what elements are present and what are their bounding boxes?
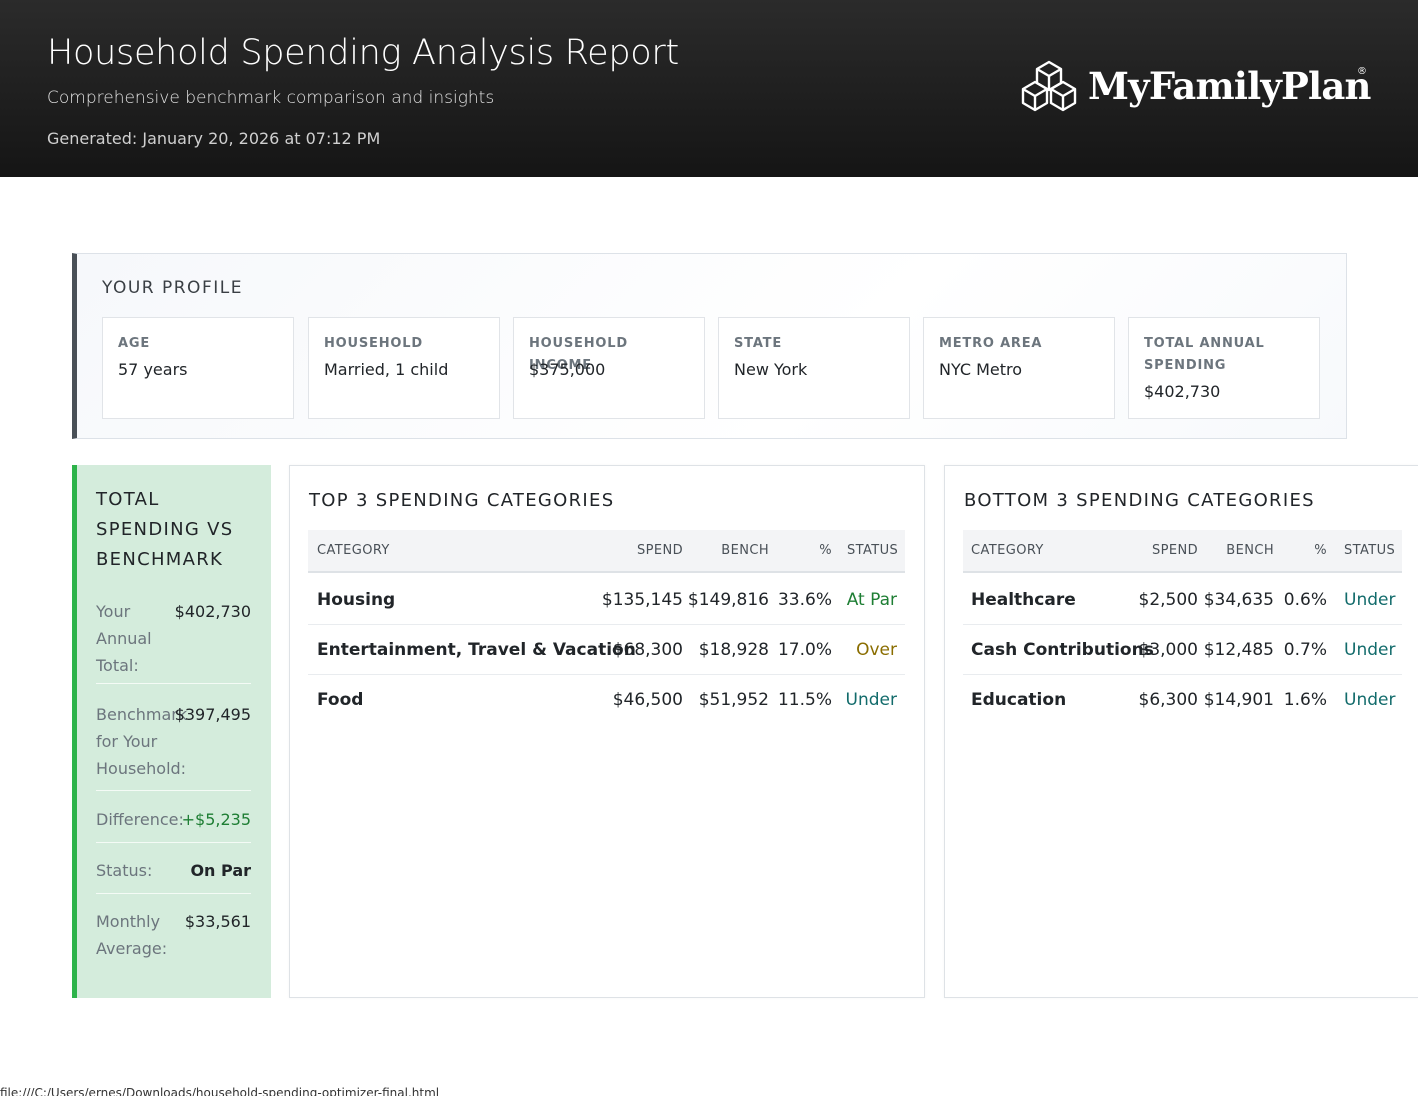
cell-pct: 17.0% (777, 640, 832, 660)
profile-card-metro: METRO AREA NYC Metro (923, 317, 1115, 419)
col-header-bench: BENCH (721, 543, 769, 558)
cell-category: Cash Contributions (971, 640, 1154, 660)
table-header: CATEGORY SPEND BENCH % STATUS (963, 530, 1402, 573)
table-row: Food $46,500 $51,952 11.5% Under (308, 675, 905, 725)
total-row-label: Benchmark for Your Household: (96, 705, 188, 778)
cell-category: Housing (317, 590, 396, 610)
profile-card-value: $402,730 (1144, 382, 1221, 401)
page-subtitle: Comprehensive benchmark comparison and i… (47, 88, 495, 108)
total-row-value: +$5,235 (181, 810, 251, 829)
top-categories-panel: TOP 3 SPENDING CATEGORIES CATEGORY SPEND… (289, 465, 925, 998)
status-badge: On Par (190, 861, 251, 880)
cell-status: Under (845, 690, 897, 710)
profile-card-value: $375,000 (529, 360, 606, 379)
total-row-label: Monthly Average: (96, 912, 168, 958)
cell-bench: $12,485 (1203, 640, 1274, 660)
cell-bench: $14,901 (1203, 690, 1274, 710)
profile-card-state: STATE New York (718, 317, 910, 419)
page-title: Household Spending Analysis Report (47, 33, 679, 73)
total-row-monthly: Monthly Average: $33,561 (96, 908, 251, 964)
col-header-category: CATEGORY (971, 543, 1044, 558)
cell-status: Over (856, 640, 897, 660)
cell-pct: 0.6% (1283, 590, 1327, 610)
total-row-annual: Your Annual Total: $402,730 (96, 598, 251, 684)
profile-card-value: 57 years (118, 360, 188, 379)
profile-card-value: New York (734, 360, 808, 379)
profile-card-label: HOUSEHOLD (324, 336, 423, 351)
table-row: Cash Contributions $3,000 $12,485 0.7% U… (963, 625, 1402, 675)
cell-category: Healthcare (971, 590, 1076, 610)
cell-bench: $34,635 (1203, 590, 1274, 610)
cell-category: Entertainment, Travel & Vacation (317, 640, 636, 660)
table-row: Education $6,300 $14,901 1.6% Under (963, 675, 1402, 725)
cell-category: Education (971, 690, 1067, 710)
total-row-benchmark: Benchmark for Your Household: $397,495 (96, 701, 251, 791)
cell-bench: $51,952 (698, 690, 769, 710)
cell-status: At Par (846, 590, 897, 610)
profile-title: YOUR PROFILE (102, 278, 243, 298)
cell-pct: 11.5% (777, 690, 832, 710)
cell-bench: $18,928 (698, 640, 769, 660)
cell-pct: 33.6% (777, 590, 832, 610)
col-header-spend: SPEND (1151, 543, 1198, 558)
cell-category: Food (317, 690, 364, 710)
profile-card-label: TOTAL ANNUAL SPENDING (1144, 336, 1265, 373)
col-header-pct: % (819, 543, 832, 558)
table-row: Entertainment, Travel & Vacation $68,300… (308, 625, 905, 675)
profile-card-household: HOUSEHOLD Married, 1 child (308, 317, 500, 419)
cell-spend: $46,500 (612, 690, 683, 710)
total-row-value: $402,730 (174, 602, 251, 621)
total-row-value: $33,561 (184, 912, 251, 931)
cell-bench: $149,816 (687, 590, 769, 610)
total-row-status: Status: On Par (96, 857, 251, 894)
cell-status: Under (1344, 640, 1396, 660)
profile-card-age: AGE 57 years (102, 317, 294, 419)
total-card-title: TOTAL SPENDING VS BENCHMARK (96, 489, 234, 570)
total-vs-benchmark-card: TOTAL SPENDING VS BENCHMARK Your Annual … (72, 465, 271, 998)
table-row: Healthcare $2,500 $34,635 0.6% Under (963, 575, 1402, 625)
bottom-categories-panel: BOTTOM 3 SPENDING CATEGORIES CATEGORY SP… (944, 465, 1418, 998)
profile-card-total-spending: TOTAL ANNUAL SPENDING $402,730 (1128, 317, 1320, 419)
profile-section: YOUR PROFILE AGE 57 years HOUSEHOLD Marr… (72, 253, 1347, 439)
col-header-status: STATUS (847, 543, 899, 558)
profile-card-label: HOUSEHOLD INCOME (529, 336, 628, 373)
cell-pct: 1.6% (1283, 690, 1327, 710)
total-row-difference: Difference: +$5,235 (96, 806, 251, 843)
profile-card-label: AGE (118, 336, 151, 351)
registered-mark: ® (1357, 66, 1367, 77)
cell-pct: 0.7% (1283, 640, 1327, 660)
total-row-label: Your Annual Total: (96, 602, 152, 675)
report-header: Household Spending Analysis Report Compr… (0, 0, 1418, 177)
cell-spend: $68,300 (612, 640, 683, 660)
col-header-status: STATUS (1344, 543, 1396, 558)
print-footer-url: file:///C:/Users/ernes/Downloads/househo… (0, 1086, 440, 1096)
brand-logo: MyFamilyPlan ® (1018, 58, 1378, 120)
col-header-spend: SPEND (636, 543, 683, 558)
cell-spend: $6,300 (1138, 690, 1198, 710)
table-row: Housing $135,145 $149,816 33.6% At Par (308, 575, 905, 625)
col-header-bench: BENCH (1226, 543, 1274, 558)
total-row-value: $397,495 (174, 705, 251, 724)
cell-status: Under (1344, 690, 1396, 710)
total-row-label: Difference: (96, 810, 184, 829)
profile-card-value: NYC Metro (939, 360, 1023, 379)
col-header-category: CATEGORY (317, 543, 390, 558)
brand-name: MyFamilyPlan (1088, 64, 1371, 108)
profile-card-label: METRO AREA (939, 336, 1043, 351)
cell-spend: $2,500 (1138, 590, 1198, 610)
cell-spend: $135,145 (601, 590, 683, 610)
table-header: CATEGORY SPEND BENCH % STATUS (308, 530, 905, 573)
total-row-label: Status: (96, 861, 153, 880)
hexagon-cube-icon (1021, 60, 1077, 112)
bottom-categories-title: BOTTOM 3 SPENDING CATEGORIES (964, 490, 1315, 511)
cell-status: Under (1344, 590, 1396, 610)
profile-card-label: STATE (734, 336, 783, 351)
cell-spend: $3,000 (1138, 640, 1198, 660)
profile-card-value: Married, 1 child (324, 360, 449, 379)
col-header-pct: % (1314, 543, 1327, 558)
profile-card-income: HOUSEHOLD INCOME $375,000 (513, 317, 705, 419)
top-categories-title: TOP 3 SPENDING CATEGORIES (309, 490, 615, 511)
generated-timestamp: Generated: January 20, 2026 at 07:12 PM (47, 129, 381, 148)
